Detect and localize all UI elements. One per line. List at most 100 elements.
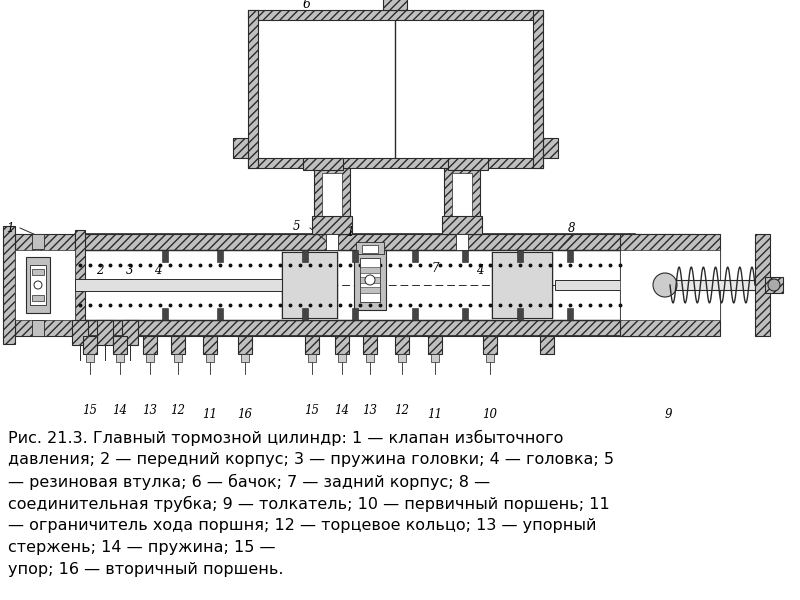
Circle shape bbox=[768, 279, 780, 291]
Bar bbox=[75, 279, 282, 291]
Bar bbox=[248, 10, 258, 168]
Bar bbox=[462, 308, 468, 320]
Bar bbox=[75, 230, 85, 340]
Bar bbox=[15, 250, 765, 320]
Text: 12: 12 bbox=[170, 403, 186, 416]
Bar bbox=[32, 320, 44, 336]
Bar bbox=[362, 245, 378, 253]
Bar bbox=[32, 295, 44, 301]
Text: 10: 10 bbox=[482, 409, 498, 421]
Bar bbox=[555, 280, 655, 290]
Bar bbox=[217, 250, 223, 262]
Bar bbox=[203, 336, 217, 354]
Bar bbox=[241, 354, 249, 362]
Text: 1: 1 bbox=[6, 221, 14, 235]
Bar bbox=[620, 250, 720, 320]
Text: 9: 9 bbox=[664, 409, 672, 421]
Bar bbox=[456, 234, 468, 250]
Bar bbox=[3, 226, 15, 344]
Text: 15: 15 bbox=[82, 403, 98, 416]
Bar bbox=[383, 0, 407, 10]
Bar bbox=[248, 158, 543, 168]
Text: соединительная трубка; 9 — толкатель; 10 — первичный поршень; 11: соединительная трубка; 9 — толкатель; 10… bbox=[8, 496, 610, 512]
Bar bbox=[540, 336, 554, 354]
Text: 8: 8 bbox=[568, 221, 576, 235]
Text: 7: 7 bbox=[431, 262, 438, 275]
Bar bbox=[352, 308, 358, 320]
Bar bbox=[354, 250, 386, 310]
Bar bbox=[233, 138, 248, 158]
Bar bbox=[238, 336, 252, 354]
Bar bbox=[171, 336, 185, 354]
Bar bbox=[567, 308, 573, 320]
Bar bbox=[363, 336, 377, 354]
Circle shape bbox=[34, 281, 42, 289]
Bar bbox=[75, 234, 695, 250]
Bar bbox=[543, 138, 558, 158]
Text: 13: 13 bbox=[142, 403, 158, 416]
Bar bbox=[15, 234, 75, 336]
Circle shape bbox=[653, 273, 677, 297]
Bar bbox=[655, 280, 770, 290]
Bar bbox=[302, 250, 308, 262]
Text: 12: 12 bbox=[394, 403, 410, 416]
Text: стержень; 14 — пружина; 15 —: стержень; 14 — пружина; 15 — bbox=[8, 540, 275, 555]
Bar bbox=[97, 320, 113, 345]
Bar bbox=[143, 336, 157, 354]
Bar bbox=[486, 354, 494, 362]
Bar bbox=[302, 308, 308, 320]
Bar bbox=[32, 269, 44, 275]
Bar bbox=[32, 234, 44, 249]
Bar bbox=[398, 354, 406, 362]
Bar bbox=[360, 287, 380, 293]
Bar bbox=[428, 336, 442, 354]
Text: — резиновая втулка; 6 — бачок; 7 — задний корпус; 8 —: — резиновая втулка; 6 — бачок; 7 — задни… bbox=[8, 474, 490, 490]
Bar bbox=[620, 234, 720, 336]
Text: 6: 6 bbox=[303, 0, 311, 10]
Bar bbox=[360, 277, 380, 283]
Bar bbox=[517, 308, 523, 320]
Bar bbox=[755, 234, 770, 336]
Bar bbox=[360, 267, 380, 273]
Bar bbox=[567, 250, 573, 262]
Bar bbox=[366, 354, 374, 362]
Bar bbox=[360, 258, 380, 302]
Bar bbox=[462, 250, 468, 262]
Bar bbox=[174, 354, 182, 362]
Text: 15: 15 bbox=[305, 403, 319, 416]
Bar bbox=[258, 20, 533, 158]
Bar bbox=[86, 354, 94, 362]
Text: 14: 14 bbox=[334, 403, 350, 416]
Text: — ограничитель хода поршня; 12 — торцевое кольцо; 13 — упорный: — ограничитель хода поршня; 12 — торцево… bbox=[8, 518, 597, 533]
Text: 2: 2 bbox=[96, 263, 104, 277]
Bar bbox=[314, 168, 350, 234]
Text: 4: 4 bbox=[476, 263, 484, 277]
Bar bbox=[305, 336, 319, 354]
Bar bbox=[30, 265, 46, 305]
Bar bbox=[308, 354, 316, 362]
Bar bbox=[444, 168, 480, 234]
Text: 14: 14 bbox=[113, 403, 127, 416]
Bar bbox=[765, 277, 783, 293]
Bar bbox=[483, 336, 497, 354]
Bar bbox=[448, 158, 488, 170]
Bar bbox=[26, 257, 50, 313]
Bar bbox=[492, 252, 552, 318]
Bar bbox=[113, 336, 127, 354]
Bar bbox=[75, 320, 695, 336]
Bar bbox=[412, 250, 418, 262]
Bar bbox=[83, 336, 97, 354]
Bar bbox=[352, 250, 358, 262]
Bar bbox=[15, 250, 75, 320]
Text: 5: 5 bbox=[292, 220, 300, 232]
Bar bbox=[326, 234, 338, 250]
Bar bbox=[452, 173, 472, 234]
Bar bbox=[431, 354, 439, 362]
Bar bbox=[282, 252, 337, 318]
Bar bbox=[122, 320, 138, 345]
Bar bbox=[533, 10, 543, 168]
Text: 13: 13 bbox=[362, 403, 378, 416]
Text: давления; 2 — передний корпус; 3 — пружина головки; 4 — головка; 5: давления; 2 — передний корпус; 3 — пружи… bbox=[8, 452, 614, 467]
Bar bbox=[322, 173, 342, 234]
Text: 11: 11 bbox=[202, 409, 218, 421]
